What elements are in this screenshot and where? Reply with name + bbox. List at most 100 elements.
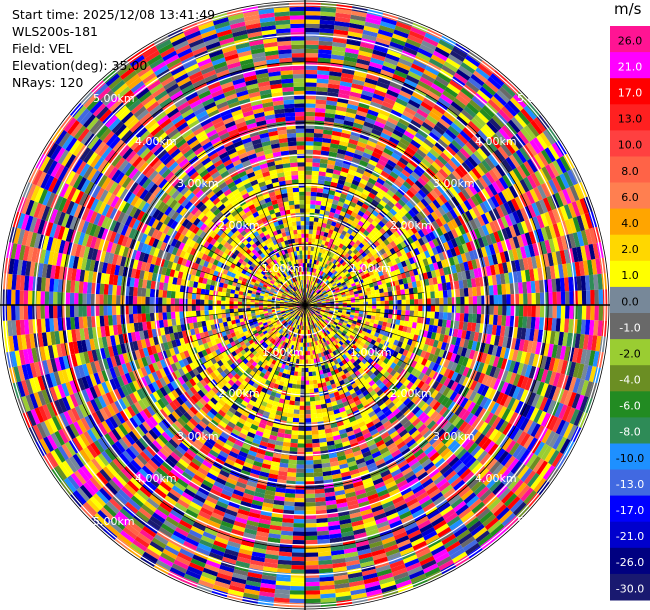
velocity-bin (290, 438, 298, 444)
velocity-bin (400, 207, 408, 216)
velocity-bin (314, 294, 319, 298)
velocity-bin (291, 388, 297, 393)
velocity-bin (406, 251, 413, 259)
velocity-bin (363, 170, 372, 178)
velocity-bin (361, 174, 370, 182)
velocity-bin (307, 350, 311, 356)
velocity-bin (462, 127, 475, 139)
velocity-bin (472, 70, 488, 83)
velocity-bin (447, 312, 452, 321)
velocity-bin (350, 211, 358, 218)
velocity-bin (426, 90, 440, 101)
velocity-bin (467, 313, 473, 323)
velocity-bin (417, 128, 429, 139)
velocity-bin (386, 159, 397, 168)
velocity-bin (311, 297, 316, 301)
velocity-bin (294, 405, 300, 410)
velocity-bin (321, 222, 327, 228)
velocity-bin (454, 216, 463, 227)
velocity-bin (493, 92, 507, 106)
velocity-bin (291, 552, 305, 557)
velocity-bin (478, 162, 489, 175)
velocity-bin (384, 57, 399, 66)
velocity-bin (344, 154, 353, 162)
velocity-bin (305, 288, 307, 293)
velocity-bin (404, 212, 413, 221)
velocity-bin (305, 573, 320, 578)
velocity-bin (318, 292, 323, 296)
velocity-bin (317, 65, 330, 72)
velocity-bin (310, 267, 313, 273)
velocity-bin (408, 270, 415, 277)
velocity-bin (339, 136, 350, 143)
velocity-bin (333, 29, 349, 36)
velocity-bin (376, 213, 384, 221)
velocity-bin (396, 121, 408, 131)
velocity-bin (460, 109, 474, 121)
velocity-bin (291, 556, 305, 562)
velocity-bin (344, 116, 355, 123)
velocity-bin (455, 115, 468, 128)
velocity-bin (314, 476, 324, 482)
velocity-bin (360, 42, 375, 50)
velocity-bin (347, 275, 353, 280)
velocity-bin (305, 48, 319, 54)
velocity-bin (328, 229, 334, 235)
velocity-bin (358, 182, 366, 189)
velocity-bin (463, 105, 477, 118)
velocity-bin (403, 192, 412, 202)
velocity-bin (356, 141, 367, 149)
velocity-bin (472, 249, 480, 260)
velocity-bin (281, 522, 294, 528)
velocity-bin (376, 33, 392, 42)
velocity-bin (313, 286, 317, 291)
velocity-bin (385, 144, 396, 153)
velocity-bin (391, 152, 402, 161)
velocity-bin (450, 238, 458, 248)
velocity-bin (294, 497, 305, 503)
velocity-bin (495, 205, 505, 218)
velocity-bin (523, 160, 535, 175)
velocity-bin (331, 134, 341, 141)
velocity-bin (441, 165, 452, 176)
velocity-bin (290, 577, 305, 583)
velocity-bin (586, 290, 591, 305)
velocity-bin (365, 144, 375, 152)
velocity-bin (445, 57, 461, 69)
velocity-bin (506, 294, 511, 305)
velocity-bin (383, 231, 390, 239)
velocity-bin (512, 211, 521, 224)
velocity-bin (305, 246, 309, 251)
velocity-bin (319, 15, 336, 21)
velocity-bin (523, 105, 537, 120)
velocity-bin (313, 141, 323, 147)
velocity-bin (309, 388, 315, 394)
velocity-bin (316, 230, 321, 236)
velocity-bin (364, 272, 371, 278)
velocity-bin (412, 215, 421, 224)
velocity-bin (436, 184, 446, 194)
velocity-bin (305, 581, 320, 587)
velocity-bin (456, 305, 461, 314)
velocity-bin (377, 270, 384, 277)
velocity-bin (443, 241, 451, 251)
velocity-bin (340, 292, 346, 296)
velocity-bin (317, 284, 321, 289)
velocity-bin (355, 214, 363, 221)
velocity-bin (464, 158, 475, 171)
velocity-bin (439, 297, 444, 305)
velocity-bin (387, 261, 394, 268)
velocity-bin (489, 221, 498, 233)
velocity-bin (430, 107, 444, 119)
velocity-bin (337, 148, 347, 155)
velocity-bin (402, 223, 411, 231)
velocity-bin (504, 238, 512, 251)
velocity-bin (533, 117, 547, 133)
velocity-bin (598, 305, 604, 321)
velocity-bin (501, 106, 515, 120)
velocity-bin (409, 186, 418, 196)
velocity-bin (314, 488, 325, 494)
velocity-bin (330, 54, 345, 61)
velocity-bin (307, 246, 312, 251)
velocity-bin (320, 7, 337, 13)
